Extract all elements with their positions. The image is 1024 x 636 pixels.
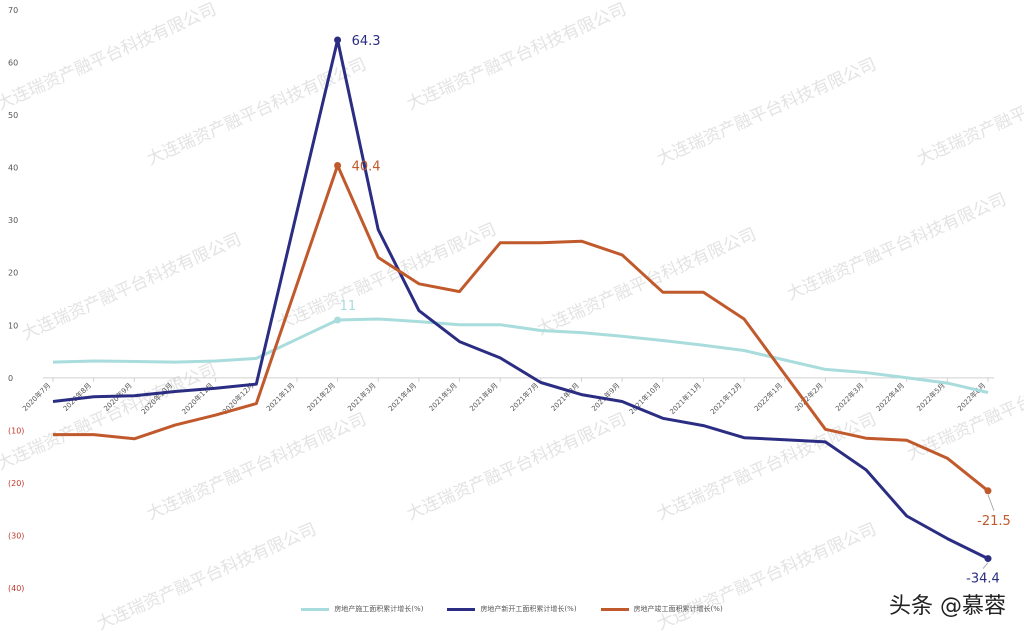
legend-label: 房地产竣工面积累计增长(%): [633, 605, 723, 613]
watermark-text: 大连瑞资产融平台科技有限公司: [654, 519, 880, 634]
x-tick-label: 2022年4月: [874, 381, 906, 413]
x-tick-label: 2021年3月: [346, 381, 378, 413]
legend-item: 房地产新开工面积累计增长(%): [447, 604, 577, 614]
series-layer: [52, 36, 992, 563]
data-point: [334, 162, 342, 170]
y-tick-label: 20: [8, 269, 18, 278]
y-tick-label: (10): [8, 426, 24, 435]
y-tick-label: 30: [8, 216, 18, 225]
x-tick-label: 2021年11月: [668, 381, 703, 416]
y-tick-label: 70: [8, 6, 18, 15]
brand-watermark: 头条 @慕蓉: [889, 594, 1006, 619]
data-labels: 11 64.3 -34.4 40.4 -21.5: [340, 34, 1011, 587]
data-point: [334, 36, 342, 44]
y-tick-label: (40): [8, 584, 24, 593]
x-tick-label: 2022年3月: [833, 381, 865, 413]
x-tick-label: 2022年1月: [752, 381, 784, 413]
y-tick-label: 0: [8, 374, 13, 383]
label-leader: [982, 562, 989, 569]
watermark-text: 大连瑞资产融平台科技有限公司: [274, 219, 500, 334]
data-label: -21.5: [977, 514, 1011, 529]
x-tick-label: 2021年12月: [708, 381, 743, 416]
data-point: [334, 316, 342, 324]
data-label: 64.3: [352, 34, 381, 49]
y-tick-label: (30): [8, 531, 24, 540]
legend-swatch: [301, 607, 330, 611]
label-leader: [987, 494, 995, 511]
legend: 房地产施工面积累计增长(%) 房地产新开工面积累计增长(%) 房地产竣工面积累计增长…: [0, 604, 1024, 614]
watermark-text: 大连瑞资产融平台科技有限公司: [784, 189, 1010, 304]
data-label: -34.4: [966, 572, 1000, 587]
x-tick-label: 2022年5月: [915, 381, 947, 413]
series-line: [52, 38, 989, 560]
data-label: 40.4: [352, 160, 381, 175]
watermark-text: 大连瑞资产融平台科技有限公司: [94, 519, 320, 634]
watermark-text: 大连瑞资产融平台科技有限公司: [654, 409, 880, 524]
y-tick-label: 10: [8, 321, 18, 330]
x-tick-label: 2021年5月: [427, 381, 459, 413]
y-tick-label: 40: [8, 164, 18, 173]
legend-label: 房地产施工面积累计增长(%): [334, 605, 424, 613]
watermark-text: 大连瑞资产融平台科技有限公司: [19, 229, 245, 344]
series-line: [53, 164, 989, 492]
watermark-text: 大连瑞资产融平台科技有限公司: [144, 54, 370, 169]
x-tick-label: 2020年7月: [20, 381, 52, 413]
y-tick-label: (20): [8, 479, 24, 488]
watermark-text: 大连瑞资产融平台科技有限公司: [404, 409, 630, 524]
x-tick-label: 2021年2月: [305, 381, 337, 413]
legend-item: 房地产施工面积累计增长(%): [301, 604, 423, 614]
data-label: 11: [340, 299, 357, 314]
watermark-text: 大连瑞资产融平台科技有限公司: [0, 359, 219, 474]
y-tick-label: 60: [8, 59, 18, 68]
x-tick-label: 2021年6月: [468, 381, 500, 413]
data-point: [984, 555, 992, 563]
watermark-text: 大连瑞资产融平台科技有限公司: [914, 54, 1024, 169]
legend-swatch: [447, 607, 476, 611]
x-tick-label: 2021年4月: [386, 381, 418, 413]
watermark-text: 大连瑞资产融平台科技有限公司: [144, 409, 370, 524]
y-tick-label: 50: [8, 111, 18, 120]
watermark-text: 大连瑞资产融平台科技有限公司: [404, 0, 630, 115]
x-tick-label: 2021年1月: [264, 381, 296, 413]
data-point: [984, 487, 992, 495]
legend-label: 房地产新开工面积累计增长(%): [480, 605, 577, 613]
watermark-text: 大连瑞资产融平台科技有限公司: [0, 0, 219, 115]
legend-item: 房地产竣工面积累计增长(%): [600, 604, 723, 614]
legend-swatch: [600, 607, 629, 611]
y-axis: 70 60 50 40 30 20 10 0 (10) (20) (30) (40): [8, 6, 24, 593]
watermark-text: 大连瑞资产融平台科技有限公司: [654, 54, 880, 169]
x-tick-label: 2021年7月: [508, 381, 540, 413]
series-line: [52, 317, 989, 394]
